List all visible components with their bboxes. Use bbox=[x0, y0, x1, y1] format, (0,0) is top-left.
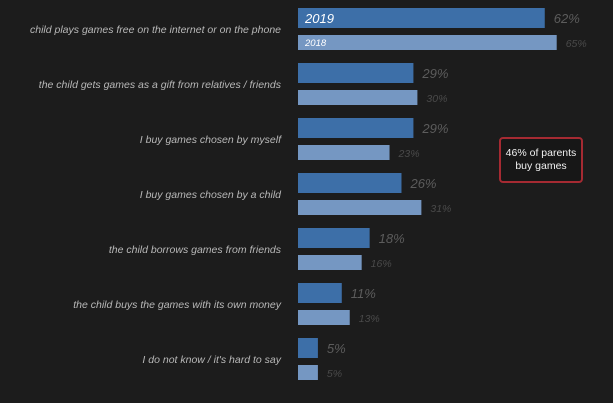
bar-2018 bbox=[298, 255, 362, 270]
category-label: the child gets games as a gift from rela… bbox=[39, 79, 282, 91]
value-label-2019: 5% bbox=[327, 341, 346, 356]
value-label-2019: 62% bbox=[554, 11, 580, 26]
value-label-2018: 31% bbox=[430, 203, 451, 215]
legend-label-2019: 2019 bbox=[304, 11, 334, 26]
category-label: the child borrows games from friends bbox=[109, 244, 282, 256]
value-label-2018: 30% bbox=[426, 93, 447, 105]
value-label-2019: 26% bbox=[409, 176, 436, 191]
bar-2019 bbox=[298, 173, 402, 193]
bar-2018 bbox=[298, 90, 418, 105]
category-label: child plays games free on the internet o… bbox=[30, 24, 281, 36]
category-label: I buy games chosen by a child bbox=[140, 189, 282, 201]
bar-2019 bbox=[298, 118, 414, 138]
bar-2019 bbox=[298, 228, 370, 248]
bar-2018 bbox=[298, 200, 422, 215]
bar-2018 bbox=[298, 35, 557, 50]
category-label: the child buys the games with its own mo… bbox=[73, 299, 282, 311]
category-label: I do not know / it's hard to say bbox=[142, 354, 281, 366]
value-label-2018: 5% bbox=[327, 368, 342, 380]
value-label-2019: 29% bbox=[421, 121, 448, 136]
value-label-2019: 29% bbox=[421, 66, 448, 81]
bar-2019 bbox=[298, 8, 545, 28]
value-label-2018: 16% bbox=[371, 258, 392, 270]
annotation-text: 46% of parents buy games bbox=[505, 147, 577, 172]
value-label-2018: 65% bbox=[566, 38, 587, 50]
annotation-callout: 46% of parents buy games bbox=[499, 137, 583, 183]
bar-2018 bbox=[298, 145, 390, 160]
legend-label-2018: 2018 bbox=[304, 38, 327, 49]
value-label-2019: 18% bbox=[379, 231, 405, 246]
value-label-2018: 23% bbox=[398, 148, 420, 160]
bar-2019 bbox=[298, 283, 342, 303]
bar-2019 bbox=[298, 63, 414, 83]
value-label-2019: 11% bbox=[351, 286, 376, 301]
bar-2018 bbox=[298, 310, 350, 325]
bar-2019 bbox=[298, 338, 318, 358]
value-label-2018: 13% bbox=[359, 313, 380, 325]
bar-2018 bbox=[298, 365, 318, 380]
category-label: I buy games chosen by myself bbox=[140, 134, 282, 146]
